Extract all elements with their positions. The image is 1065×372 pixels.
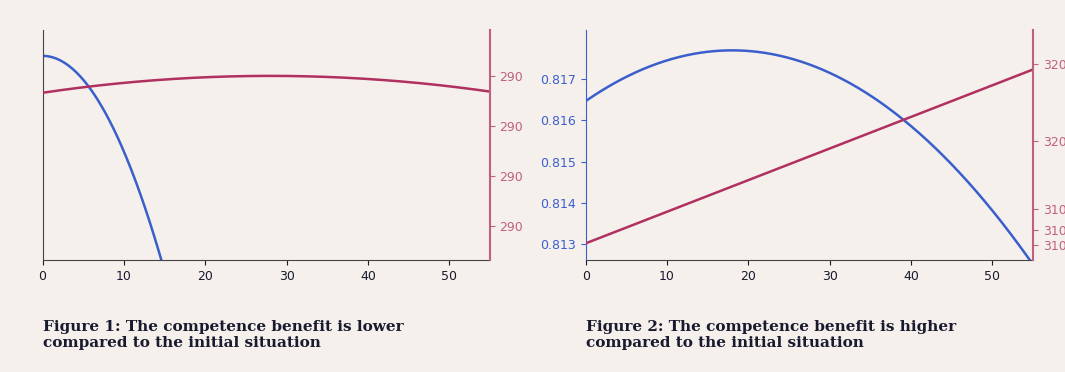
Text: Figure 2: The competence benefit is higher
compared to the initial situation: Figure 2: The competence benefit is high… [586,320,956,350]
Text: Figure 1: The competence benefit is lower
compared to the initial situation: Figure 1: The competence benefit is lowe… [43,320,404,350]
